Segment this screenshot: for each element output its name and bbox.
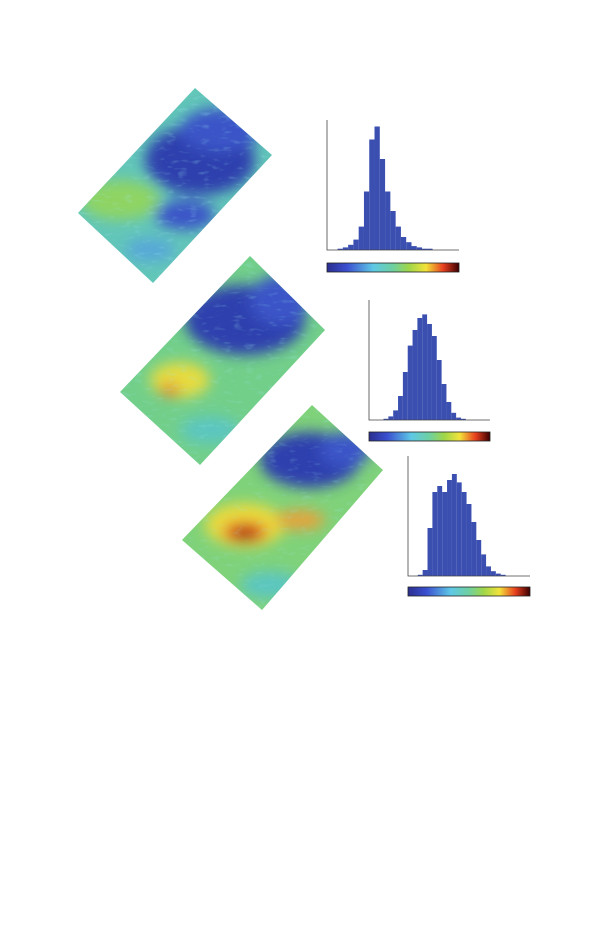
histogram-bar <box>422 248 428 250</box>
histogram-bar <box>342 247 349 250</box>
axis <box>326 120 459 251</box>
histogram-bar <box>337 248 343 250</box>
histogram-bar <box>388 416 394 420</box>
histogram-bar <box>385 191 391 250</box>
histogram-bar <box>451 474 457 576</box>
colorbar <box>407 586 531 597</box>
histogram-bar <box>400 237 407 250</box>
histogram-bar <box>446 402 452 420</box>
histogram-bar <box>466 504 472 576</box>
histogram-bar <box>348 244 354 250</box>
histogram-bar <box>379 159 386 250</box>
histogram-bar <box>436 360 442 420</box>
histogram-bar <box>422 570 428 576</box>
histogram-bar <box>427 248 433 250</box>
histogram-bar <box>383 418 389 420</box>
histogram-bar <box>416 247 423 250</box>
histogram-bar <box>353 239 359 250</box>
histogram-bar <box>407 345 413 420</box>
histogram-bar <box>398 396 403 420</box>
histogram-bar <box>471 522 477 576</box>
histogram-bar <box>402 372 408 420</box>
histogram-bar <box>412 330 418 420</box>
histogram-bar <box>447 480 452 576</box>
histogram-bar <box>456 417 461 420</box>
histogram-bar <box>417 318 423 420</box>
histogram-bar <box>374 126 380 250</box>
histogram-bar <box>437 486 443 576</box>
colorbar <box>326 262 460 273</box>
histogram-bar <box>431 336 437 420</box>
histogram-bar <box>406 242 412 250</box>
histogram-bar <box>395 226 401 250</box>
histogram-bar <box>411 246 417 250</box>
histogram-bar <box>460 418 466 420</box>
histogram-bar <box>390 211 396 250</box>
histogram-bar <box>432 492 438 576</box>
histogram-bar <box>369 139 375 250</box>
histogram-bar <box>427 324 432 420</box>
histogram-bar <box>451 412 457 420</box>
histogram-bar <box>481 554 487 576</box>
histogram-bar <box>441 384 447 420</box>
histogram-bar <box>442 492 448 576</box>
histogram-bar <box>358 226 364 250</box>
histogram-bar <box>393 410 399 420</box>
histogram-bar <box>456 482 462 576</box>
histogram-bar <box>422 314 428 420</box>
axis <box>368 300 490 421</box>
histogram-bar <box>417 574 423 576</box>
colorbar <box>368 431 491 442</box>
histogram-bar <box>495 573 501 576</box>
histogram-bar <box>500 574 506 576</box>
histogram-bar <box>363 191 370 250</box>
histogram-bar <box>486 566 491 576</box>
histogram-bar <box>427 528 433 576</box>
axis <box>407 456 530 577</box>
histogram-bar <box>461 492 467 576</box>
histogram-bar <box>490 571 496 576</box>
histogram-bar <box>476 540 482 576</box>
